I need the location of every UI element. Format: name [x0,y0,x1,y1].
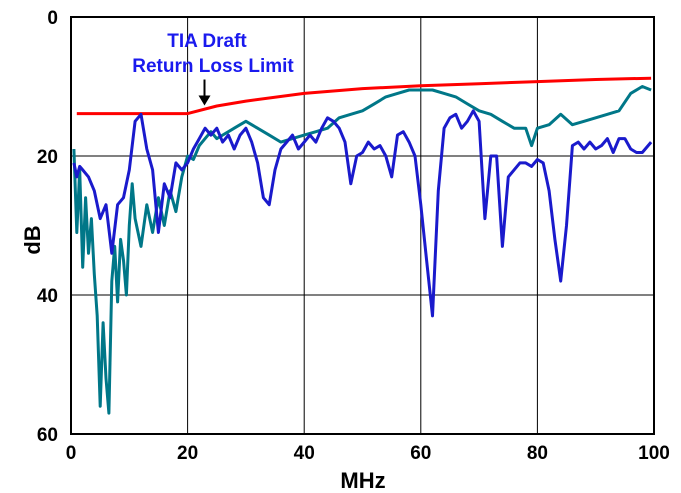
y-tick-label-0: 0 [47,8,58,29]
plot-area-frame [70,16,655,435]
annotation-line-1: TIA Draft [167,31,247,52]
y-axis-title: dB [20,225,45,254]
x-tick-labels: 0 20 40 60 80 100 [66,443,670,464]
x-tick-label-2: 40 [294,443,315,464]
x-tick-label-0: 0 [66,443,77,464]
y-tick-label-2: 40 [37,286,58,307]
x-tick-label-1: 20 [177,443,198,464]
series-line-1 [72,85,652,415]
y-tick-label-3: 60 [37,425,58,446]
x-axis-title: MHz [340,468,385,493]
y-tick-label-1: 20 [37,147,58,168]
series-line-2 [72,109,653,318]
limit-annotation: TIA Draft Return Loss Limit [132,31,294,106]
x-tick-label-3: 60 [410,443,431,464]
series-line-0 [76,76,652,116]
y-tick-labels: 0 20 40 60 [37,8,58,446]
x-tick-label-4: 80 [527,443,548,464]
annotation-line-2: Return Loss Limit [132,56,294,77]
annotation-arrow-head-icon [198,95,211,106]
series-layer [72,76,653,415]
x-tick-label-5: 100 [638,443,670,464]
